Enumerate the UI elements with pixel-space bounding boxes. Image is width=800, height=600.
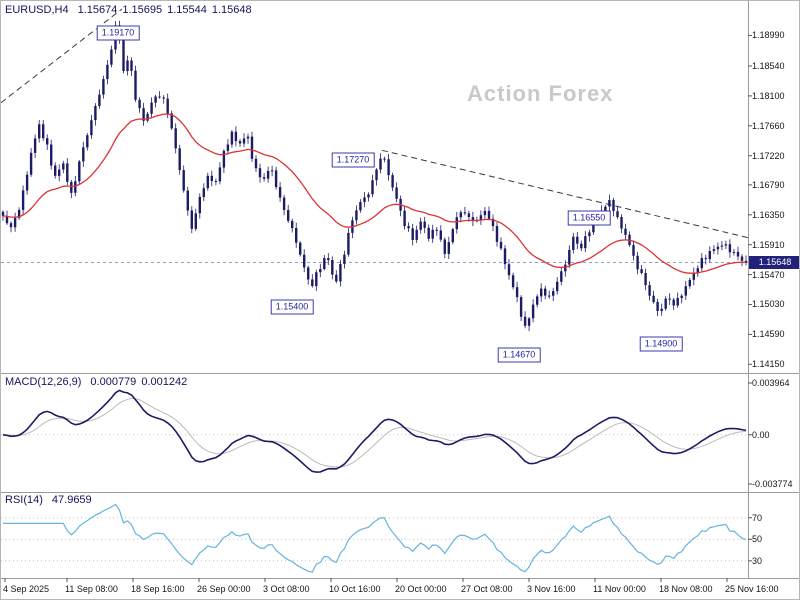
macd-label: MACD(12,26,9)	[5, 376, 82, 388]
trendline	[381, 149, 750, 239]
candlestick-series	[1, 20, 748, 332]
quote-open: 1.15674	[77, 4, 118, 16]
macd-signal-value: 0.000779	[90, 376, 137, 388]
rsi-header: RSI(14) 47.9659	[5, 494, 97, 506]
moving-average-line	[2, 113, 746, 274]
rsi-label: RSI(14)	[5, 494, 43, 506]
current-price-badge: 1.15648	[749, 256, 799, 269]
macd-line	[2, 389, 747, 473]
quote-close: 1.15648	[211, 4, 252, 16]
quote-low: 1.15544	[167, 4, 207, 16]
macd-signal-line	[2, 397, 747, 468]
quote-high: 1.15695	[122, 4, 163, 16]
symbol-label: EURUSD,H4	[5, 4, 69, 16]
macd-main-value: 0.001242	[141, 376, 188, 388]
rsi-value: 47.9659	[51, 494, 92, 506]
trendline	[1, 8, 123, 104]
macd-header: MACD(12,26,9) 0.000779 0.001242	[5, 376, 192, 388]
symbol-header: EURUSD,H4 1.15674 1.15695 1.15544 1.15648	[5, 4, 257, 16]
watermark: Action Forex	[467, 81, 614, 106]
rsi-line	[3, 503, 747, 573]
